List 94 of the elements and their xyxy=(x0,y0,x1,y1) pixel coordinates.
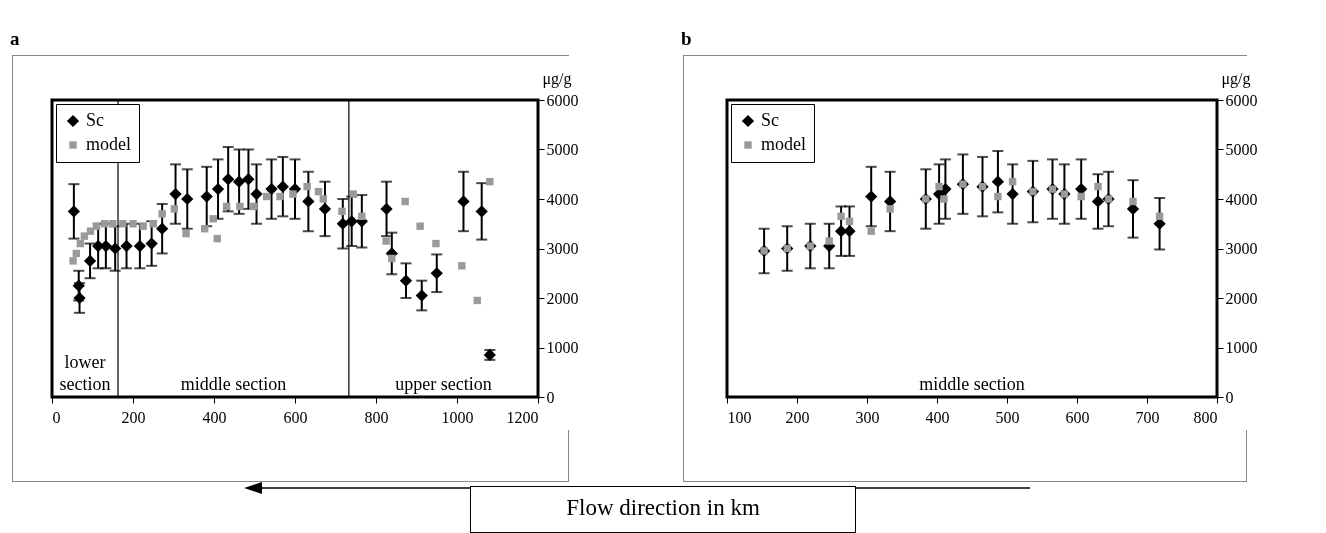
legend-label: model xyxy=(86,134,131,154)
y-tick-label: 0 xyxy=(546,388,555,406)
point xyxy=(430,267,443,280)
x-tick-label: 800 xyxy=(1193,408,1218,426)
y-tick-label: 3000 xyxy=(546,240,579,257)
y-tick-label: 3000 xyxy=(1225,240,1258,257)
point xyxy=(382,237,390,245)
point xyxy=(139,222,147,230)
point xyxy=(232,175,246,188)
x-tick-label: 800 xyxy=(364,408,389,426)
x-tick-label: 200 xyxy=(121,408,146,426)
point xyxy=(200,190,213,203)
point xyxy=(250,187,263,201)
y-tick-label: 4000 xyxy=(546,190,579,208)
point xyxy=(209,215,217,223)
chart-title: b xyxy=(681,28,692,50)
point xyxy=(242,173,255,186)
point xyxy=(401,197,409,206)
point xyxy=(338,207,346,216)
point xyxy=(211,182,225,196)
point xyxy=(486,177,494,186)
x-tick-label: 600 xyxy=(283,408,308,426)
point xyxy=(318,202,332,216)
x-tick-label: 100 xyxy=(727,408,752,426)
point xyxy=(133,239,147,253)
y-tick-label: 4000 xyxy=(1225,190,1258,208)
point xyxy=(475,205,488,218)
point xyxy=(119,220,127,228)
x-tick-label: 500 xyxy=(995,408,1020,426)
x-tick-label: 400 xyxy=(202,408,227,426)
legend-label: Sc xyxy=(86,110,105,130)
x-tick-label: 400 xyxy=(925,408,950,426)
x-tick-label: 1200 xyxy=(506,408,539,426)
point xyxy=(83,254,97,267)
y-tick-label: 6000 xyxy=(546,91,579,109)
y-tick-label: 5000 xyxy=(546,141,579,158)
point xyxy=(388,254,396,263)
annotation: upper section xyxy=(395,374,492,394)
point xyxy=(358,212,366,221)
point xyxy=(380,202,393,216)
point xyxy=(432,239,440,248)
x-tick-label: 200 xyxy=(785,408,810,426)
y-tick-label: 0 xyxy=(1225,388,1234,406)
y-axis-title: μg/g xyxy=(542,69,572,88)
point xyxy=(458,262,466,270)
x-tick-label: 600 xyxy=(1065,408,1090,426)
point xyxy=(303,182,311,191)
point xyxy=(276,192,284,201)
point xyxy=(416,222,424,230)
y-tick-label: 5000 xyxy=(1225,141,1258,158)
legend-label: model xyxy=(761,134,806,154)
point xyxy=(145,237,158,250)
point xyxy=(289,190,297,198)
point xyxy=(302,195,315,208)
point xyxy=(86,227,95,235)
point xyxy=(169,187,182,201)
point xyxy=(67,205,80,218)
point xyxy=(120,239,133,253)
point xyxy=(349,190,358,198)
point xyxy=(222,173,235,186)
point xyxy=(457,195,470,208)
point xyxy=(73,291,86,305)
point xyxy=(80,232,89,240)
point xyxy=(72,279,85,292)
y-tick-label: 1000 xyxy=(546,339,579,356)
y-tick-label: 6000 xyxy=(1225,91,1258,109)
annotation: middle section xyxy=(919,374,1025,394)
y-tick-label: 2000 xyxy=(1225,289,1258,307)
point xyxy=(156,222,169,235)
text: Flow direction in km xyxy=(470,486,856,533)
y-axis-title: μg/g xyxy=(1221,69,1251,88)
point xyxy=(236,202,244,211)
x-tick-label: 300 xyxy=(855,408,880,426)
point xyxy=(265,182,278,196)
point xyxy=(336,217,349,230)
y-tick-label: 2000 xyxy=(546,289,579,307)
x-tick-label: 700 xyxy=(1135,408,1160,426)
x-tick-label: 0 xyxy=(52,408,61,426)
point xyxy=(158,210,166,218)
annotation: lower section xyxy=(59,352,111,394)
legend-label: Sc xyxy=(761,110,780,130)
point xyxy=(276,180,289,193)
point xyxy=(69,257,77,265)
point xyxy=(129,220,137,228)
point xyxy=(415,289,428,302)
x-tick-label: 1000 xyxy=(441,408,474,426)
y-tick-label: 1000 xyxy=(1225,339,1258,356)
chart-title: a xyxy=(10,28,20,50)
point xyxy=(182,229,190,238)
point xyxy=(319,195,328,203)
annotation: middle section xyxy=(180,374,287,394)
point xyxy=(181,192,194,206)
point xyxy=(399,274,413,287)
point xyxy=(170,205,179,213)
